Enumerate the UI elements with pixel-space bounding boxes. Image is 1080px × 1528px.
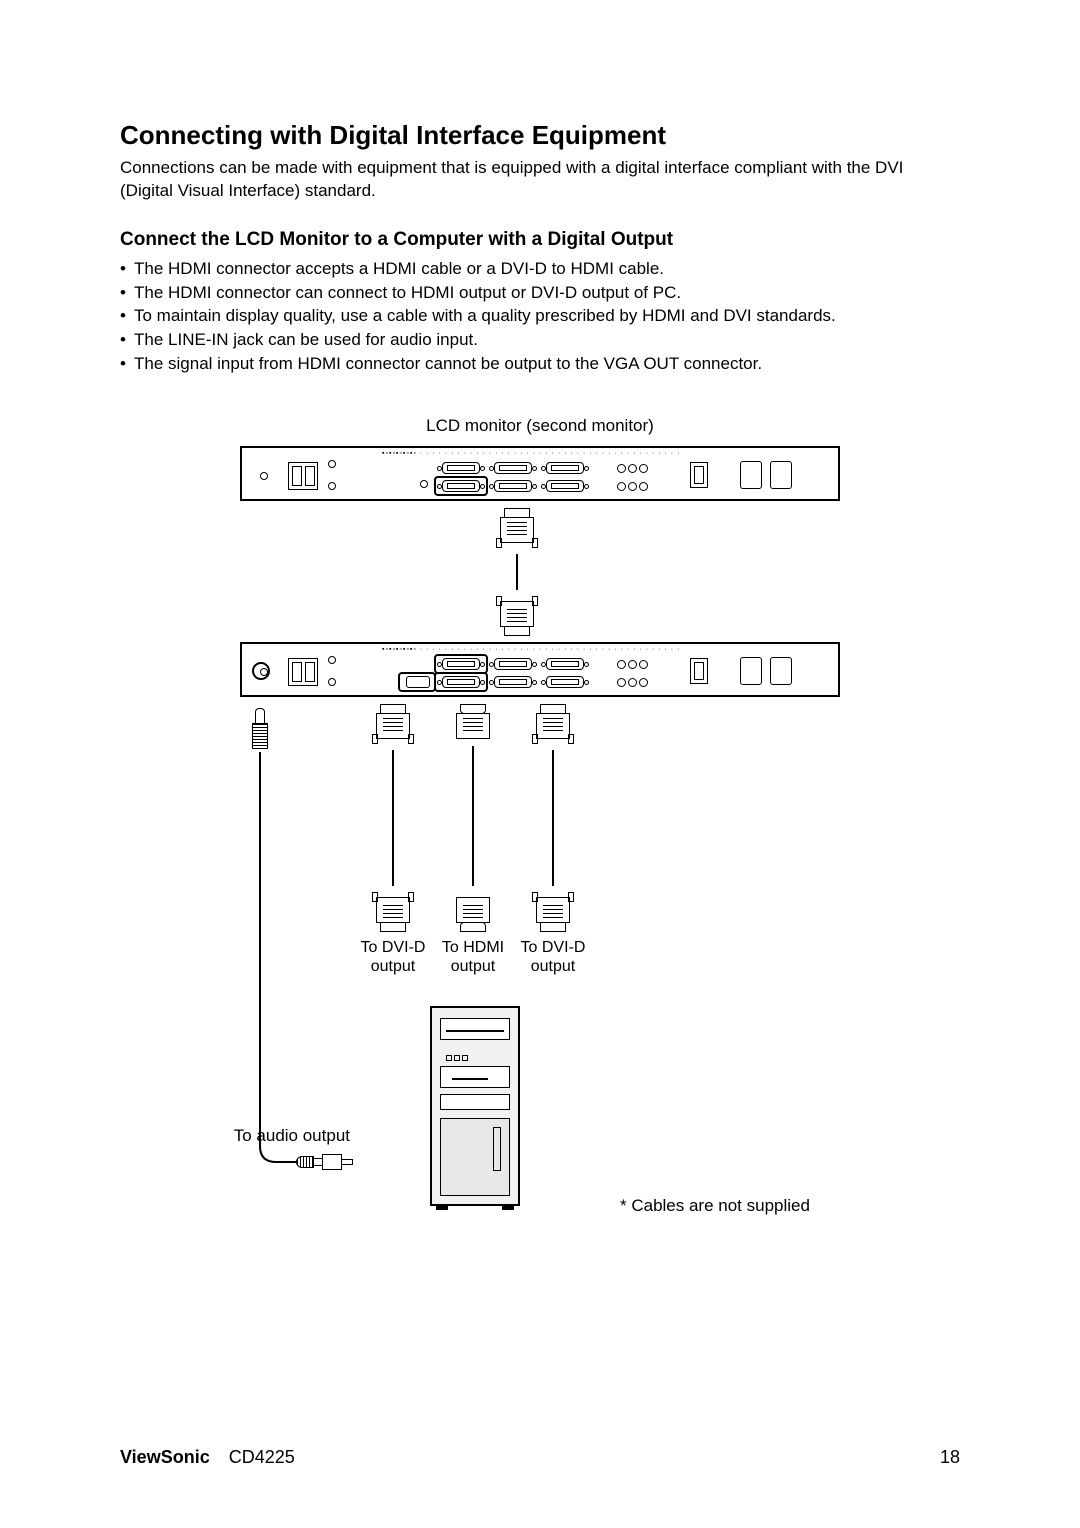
- bullet-list: •The HDMI connector accepts a HDMI cable…: [120, 257, 960, 376]
- bullet-item: The HDMI connector can connect to HDMI o…: [134, 281, 681, 305]
- computer-tower-icon: [430, 1006, 520, 1206]
- bullet-item: To maintain display quality, use a cable…: [134, 304, 836, 328]
- diagram-footnote: * Cables are not supplied: [620, 1196, 810, 1216]
- bullet-item: The HDMI connector accepts a HDMI cable …: [134, 257, 664, 281]
- footer-brand: ViewSonic: [120, 1447, 210, 1467]
- footer-model: CD4225: [229, 1447, 295, 1467]
- connection-diagram: LCD monitor (second monitor) ▪▫▪▫▪▫▪▫▪▫ …: [230, 416, 850, 1266]
- cable-path-dvid-right: [230, 446, 850, 1266]
- section-subtitle: Connect the LCD Monitor to a Computer wi…: [120, 229, 960, 251]
- diagram-top-label: LCD monitor (second monitor): [230, 416, 850, 436]
- bullet-item: The LINE-IN jack can be used for audio i…: [134, 328, 478, 352]
- page-number: 18: [940, 1447, 960, 1468]
- page-footer: ViewSonic CD4225 18: [120, 1447, 960, 1468]
- page-title: Connecting with Digital Interface Equipm…: [120, 120, 960, 151]
- dvi-connector-icon: [536, 886, 570, 932]
- intro-paragraph: Connections can be made with equipment t…: [120, 157, 960, 203]
- bullet-item: The signal input from HDMI connector can…: [134, 352, 762, 376]
- dvid-right-label: To DVI-Doutput: [508, 938, 598, 976]
